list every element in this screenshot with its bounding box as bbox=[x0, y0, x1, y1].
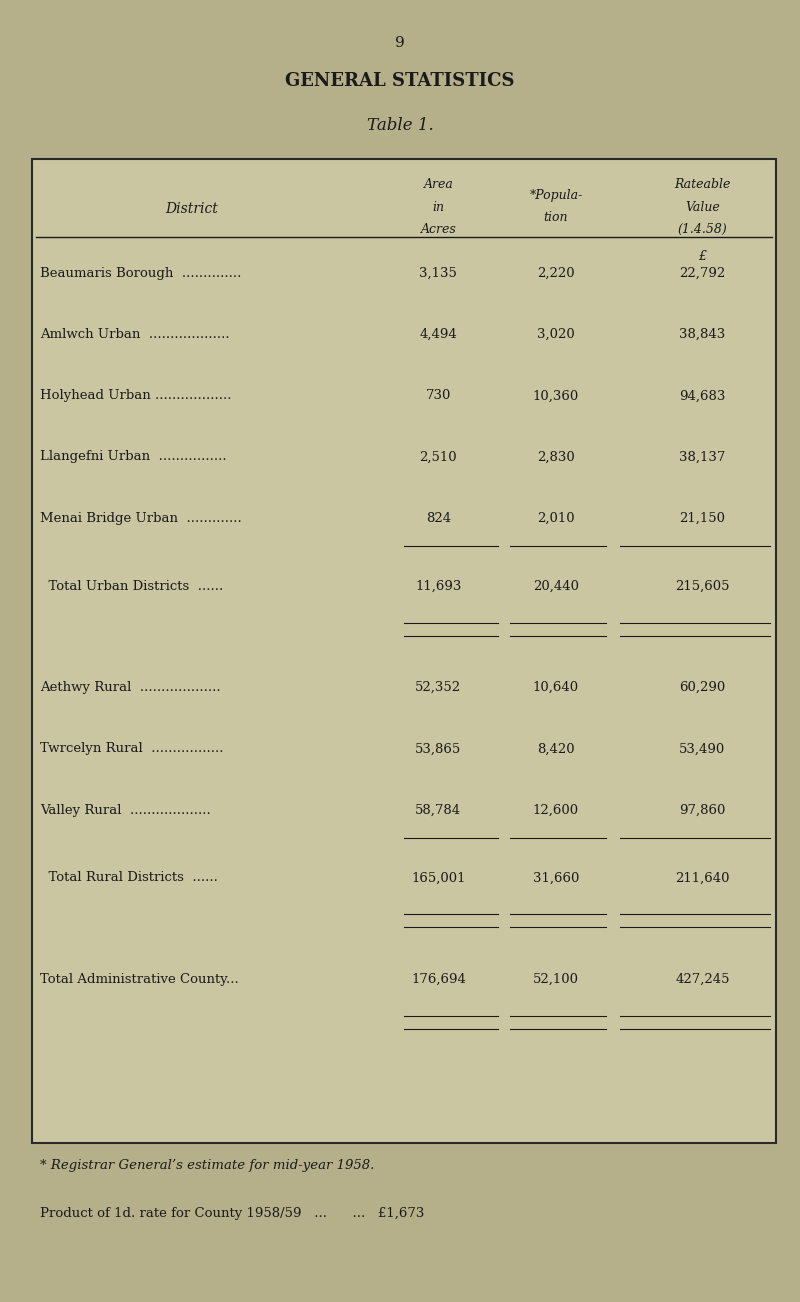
Text: 8,420: 8,420 bbox=[537, 742, 575, 755]
Text: £: £ bbox=[698, 250, 706, 263]
Text: 11,693: 11,693 bbox=[415, 579, 462, 592]
Text: 52,352: 52,352 bbox=[415, 681, 462, 694]
Text: 2,220: 2,220 bbox=[537, 267, 575, 280]
Text: 97,860: 97,860 bbox=[679, 803, 726, 816]
Text: 824: 824 bbox=[426, 512, 451, 525]
Text: 4,494: 4,494 bbox=[419, 328, 458, 341]
Text: Total Rural Districts  ......: Total Rural Districts ...... bbox=[40, 871, 218, 884]
Text: Llangefni Urban  ................: Llangefni Urban ................ bbox=[40, 450, 226, 464]
Text: 53,490: 53,490 bbox=[679, 742, 726, 755]
Text: 3,020: 3,020 bbox=[537, 328, 575, 341]
Text: 60,290: 60,290 bbox=[679, 681, 726, 694]
Text: 12,600: 12,600 bbox=[533, 803, 579, 816]
Text: Beaumaris Borough  ..............: Beaumaris Borough .............. bbox=[40, 267, 242, 280]
Text: 53,865: 53,865 bbox=[415, 742, 462, 755]
Text: 3,135: 3,135 bbox=[419, 267, 458, 280]
Text: 176,694: 176,694 bbox=[411, 973, 466, 986]
Text: 427,245: 427,245 bbox=[675, 973, 730, 986]
Text: 165,001: 165,001 bbox=[411, 871, 466, 884]
Text: 2,830: 2,830 bbox=[537, 450, 575, 464]
Text: 20,440: 20,440 bbox=[533, 579, 579, 592]
Text: GENERAL STATISTICS: GENERAL STATISTICS bbox=[286, 72, 514, 90]
Text: Total Urban Districts  ......: Total Urban Districts ...... bbox=[40, 579, 223, 592]
Text: tion: tion bbox=[544, 211, 568, 224]
Text: in: in bbox=[433, 201, 445, 214]
Text: 22,792: 22,792 bbox=[679, 267, 726, 280]
Text: Amlwch Urban  ...................: Amlwch Urban ................... bbox=[40, 328, 230, 341]
Text: 31,660: 31,660 bbox=[533, 871, 579, 884]
Text: *Popula-: *Popula- bbox=[530, 189, 582, 202]
Text: Acres: Acres bbox=[421, 223, 456, 236]
FancyBboxPatch shape bbox=[32, 159, 776, 1143]
Text: Aethwy Rural  ...................: Aethwy Rural ................... bbox=[40, 681, 221, 694]
Text: Table 1.: Table 1. bbox=[366, 117, 434, 134]
Text: Menai Bridge Urban  .............: Menai Bridge Urban ............. bbox=[40, 512, 242, 525]
Text: 10,640: 10,640 bbox=[533, 681, 579, 694]
Text: Value: Value bbox=[685, 201, 720, 214]
Text: 52,100: 52,100 bbox=[533, 973, 579, 986]
Text: 730: 730 bbox=[426, 389, 451, 402]
Text: 211,640: 211,640 bbox=[675, 871, 730, 884]
Text: Holyhead Urban ..................: Holyhead Urban .................. bbox=[40, 389, 231, 402]
Text: 94,683: 94,683 bbox=[679, 389, 726, 402]
Text: 21,150: 21,150 bbox=[679, 512, 726, 525]
Text: District: District bbox=[166, 202, 218, 216]
Text: Area: Area bbox=[423, 178, 454, 191]
Text: 38,137: 38,137 bbox=[679, 450, 726, 464]
Text: 2,510: 2,510 bbox=[419, 450, 458, 464]
Text: 9: 9 bbox=[395, 36, 405, 51]
Text: * Registrar General’s estimate for mid-year 1958.: * Registrar General’s estimate for mid-y… bbox=[40, 1159, 374, 1172]
Text: 215,605: 215,605 bbox=[675, 579, 730, 592]
Text: 38,843: 38,843 bbox=[679, 328, 726, 341]
Text: Twrcelyn Rural  .................: Twrcelyn Rural ................. bbox=[40, 742, 223, 755]
Text: Rateable: Rateable bbox=[674, 178, 730, 191]
Text: 2,010: 2,010 bbox=[537, 512, 575, 525]
Text: Total Administrative County...: Total Administrative County... bbox=[40, 973, 238, 986]
Text: 58,784: 58,784 bbox=[415, 803, 462, 816]
Text: 10,360: 10,360 bbox=[533, 389, 579, 402]
Text: (1.4.58): (1.4.58) bbox=[678, 223, 727, 236]
Text: Product of 1d. rate for County 1958/59   ...      ...   £1,673: Product of 1d. rate for County 1958/59 .… bbox=[40, 1207, 424, 1220]
Text: Valley Rural  ...................: Valley Rural ................... bbox=[40, 803, 210, 816]
